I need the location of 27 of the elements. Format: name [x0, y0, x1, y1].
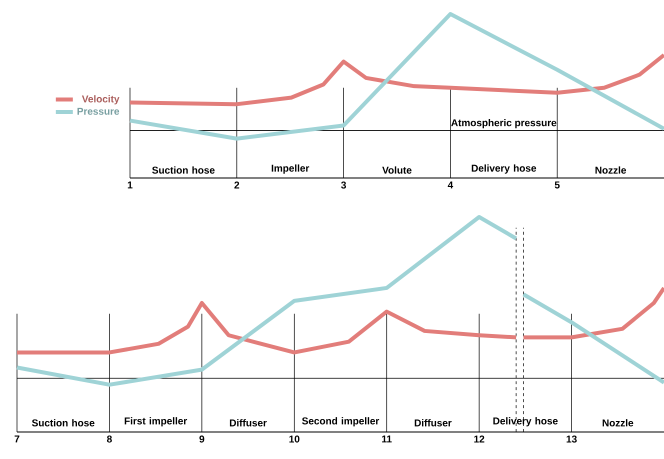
x-tick-label: 13 [566, 436, 577, 443]
x-tick-label: 9 [199, 436, 204, 443]
annotation: Diffuser [230, 419, 267, 426]
annotation: Diffuser [414, 419, 452, 426]
annotation: Impeller [272, 164, 310, 174]
annotation: Nozzle [602, 419, 634, 426]
annotation: Second impeller [302, 417, 380, 426]
x-tick-label: 11 [382, 436, 392, 442]
ref-line-label: Atmospheric pressure [451, 118, 556, 128]
annotation: Nozzle [595, 166, 626, 174]
x-tick-label: 10 [289, 436, 300, 443]
annotation: Delivery hose [472, 164, 536, 174]
x-tick-label: 4 [448, 182, 454, 188]
annotation: Suction hose [152, 166, 215, 174]
x-tick-label: 1 [128, 182, 132, 188]
x-tick-label: 3 [341, 182, 346, 189]
annotation: First impeller [124, 417, 188, 426]
x-tick-label: 7 [14, 436, 20, 442]
annotation: Volute [382, 166, 412, 174]
annotation: Suction hose [32, 419, 94, 426]
legend-label: Pressure [78, 108, 120, 115]
x-tick-label: 12 [474, 436, 484, 442]
legend-label: Velocity [82, 95, 120, 104]
annotation: Delivery hose [493, 417, 558, 426]
x-tick-label: 8 [106, 436, 112, 443]
x-tick-label: 2 [234, 182, 240, 188]
x-tick-label: 5 [554, 182, 560, 188]
